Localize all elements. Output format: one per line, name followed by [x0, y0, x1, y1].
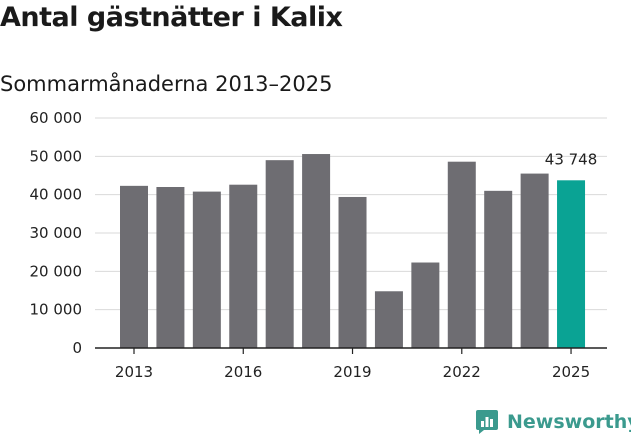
y-tick-label: 60 000 [30, 109, 83, 127]
y-tick-label: 30 000 [30, 224, 83, 242]
bar-chart: 43 748 0 10 000 20 000 30 000 40 000 50 000 60… [30, 109, 607, 381]
bar-2022 [447, 161, 476, 348]
brand-name: Newsworthy [507, 411, 631, 433]
bar-2020 [374, 291, 403, 348]
chart-subtitle: Sommarmånaderna 2013–2025 [0, 72, 333, 96]
newsworthy-chart-icon [476, 410, 498, 434]
y-tick-label: 50 000 [30, 147, 83, 165]
chart-title: Antal gästnätter i Kalix [0, 2, 343, 33]
bar-2016 [229, 184, 258, 348]
bar-2019 [338, 196, 367, 348]
y-tick-label: 40 000 [30, 186, 83, 204]
x-tick-label: 2013 [115, 363, 153, 381]
axes: 0 10 000 20 000 30 000 40 000 50 000 60 000 201… [30, 109, 607, 381]
bar-2013 [120, 185, 148, 348]
bar-2015 [192, 191, 221, 348]
bar-2025 [557, 180, 586, 348]
x-tick-label: 2025 [552, 363, 590, 381]
bar-2018 [302, 154, 331, 348]
x-tick-label: 2019 [333, 363, 371, 381]
bar-2023 [484, 190, 513, 348]
newsworthy-logo: Newsworthy [475, 407, 631, 437]
data-label: 43 748 [545, 150, 598, 168]
y-tick-label: 10 000 [30, 301, 83, 319]
y-tick-label: 0 [72, 339, 82, 357]
data-labels: 43 748 [545, 150, 598, 168]
bar-2024 [520, 173, 549, 348]
y-tick-label: 20 000 [30, 262, 83, 280]
bar-2021 [411, 262, 440, 348]
bar-2017 [265, 160, 294, 348]
x-tick-label: 2016 [224, 363, 262, 381]
bars [120, 154, 586, 348]
bar-2014 [156, 187, 185, 348]
x-tick-label: 2022 [443, 363, 481, 381]
